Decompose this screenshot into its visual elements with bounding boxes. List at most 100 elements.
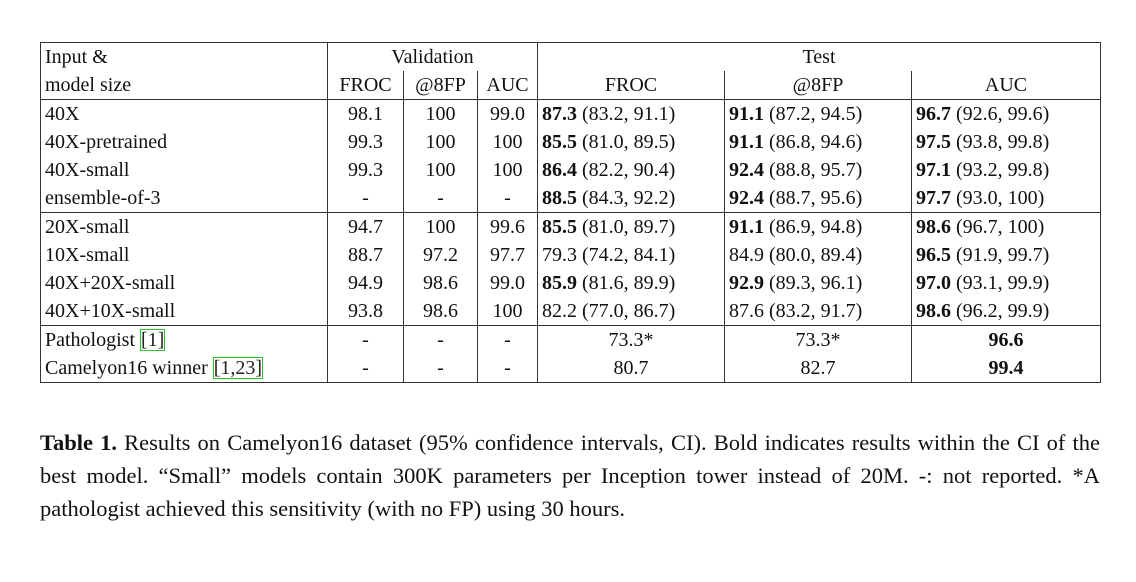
validation-cell: 98.1	[327, 99, 404, 128]
citation[interactable]: [1]	[140, 329, 166, 351]
table-body: Input & Validation Test model size FROC @8FP A…	[40, 42, 1101, 383]
subheader-cell: FROC	[327, 71, 404, 100]
test-value: 79.3	[542, 244, 577, 266]
test-value: 87.3	[542, 103, 577, 125]
validation-cell: 98.6	[403, 297, 478, 326]
test-cell: 88.5 (84.3, 92.2)	[537, 184, 725, 213]
subheader-cell: FROC	[537, 71, 725, 100]
test-cell: 73.3*	[724, 325, 912, 354]
test-value: 85.5	[542, 216, 577, 238]
test-value: 88.5	[542, 187, 577, 209]
validation-cell: 99.3	[327, 156, 404, 184]
subheader-cell: AUC	[477, 71, 538, 100]
test-value: 87.6	[729, 300, 764, 322]
citation[interactable]: [1,23]	[212, 357, 264, 379]
confidence-interval: (89.3, 96.1)	[769, 272, 863, 294]
test-cell: 98.6 (96.7, 100)	[911, 212, 1101, 241]
data-row: 40X+20X-small 94.9 98.6 99.0 85.9 (81.6, 89.…	[40, 269, 1101, 297]
test-cell: 92.9 (89.3, 96.1)	[724, 269, 912, 297]
test-value: 91.1	[729, 103, 764, 125]
model-name: 10X-small	[45, 244, 130, 266]
test-value: 73.3*	[608, 329, 654, 351]
confidence-interval: (93.2, 99.8)	[956, 159, 1050, 181]
caption: Table 1. Results on Camelyon16 dataset (…	[40, 426, 1100, 525]
validation-cell: -	[477, 354, 538, 383]
test-cell: 73.3*	[537, 325, 725, 354]
test-value: 92.4	[729, 187, 764, 209]
test-cell: 96.7 (92.6, 99.6)	[911, 99, 1101, 128]
test-value: 92.9	[729, 272, 764, 294]
test-value: 98.6	[916, 216, 951, 238]
test-cell: 80.7	[537, 354, 725, 383]
test-value: 98.6	[916, 300, 951, 322]
confidence-interval: (81.0, 89.5)	[582, 131, 676, 153]
confidence-interval: (81.6, 89.9)	[582, 272, 676, 294]
test-cell: 97.7 (93.0, 100)	[912, 184, 1101, 213]
validation-cell: -	[403, 325, 478, 354]
test-value: 97.5	[916, 131, 951, 153]
header-cell: Validation	[327, 42, 538, 71]
test-value: 85.9	[542, 272, 577, 294]
test-cell: 97.5 (93.8, 99.8)	[912, 128, 1101, 156]
validation-cell: -	[327, 184, 404, 213]
validation-cell: 93.8	[327, 297, 404, 326]
test-value: 80.7	[613, 357, 649, 379]
test-cell: 87.6 (83.2, 91.7)	[724, 297, 912, 326]
validation-cell: 99.3	[327, 128, 404, 156]
validation-cell: 94.7	[327, 212, 404, 241]
confidence-interval: (88.7, 95.6)	[769, 187, 863, 209]
test-cell: 86.4 (82.2, 90.4)	[537, 156, 725, 184]
model-name: 40X+20X-small	[45, 272, 176, 294]
test-value: 97.1	[916, 159, 951, 181]
model-name: 40X	[45, 103, 80, 125]
test-cell: 98.6 (96.2, 99.9)	[912, 297, 1101, 326]
test-value: 91.1	[729, 131, 764, 153]
test-cell: 91.1 (87.2, 94.5)	[724, 99, 912, 128]
row-label: Camelyon16 winner [1,23]	[40, 354, 328, 383]
test-cell: 82.7	[724, 354, 912, 383]
test-value: 99.4	[988, 357, 1024, 379]
confidence-interval: (74.2, 84.1)	[582, 244, 676, 266]
test-cell: 79.3 (74.2, 84.1)	[537, 241, 725, 269]
validation-cell: 99.6	[477, 212, 538, 241]
validation-cell: 99.0	[477, 269, 538, 297]
confidence-interval: (86.8, 94.6)	[769, 131, 863, 153]
test-cell: 99.4	[912, 354, 1101, 383]
validation-cell: 100	[477, 156, 538, 184]
data-row: Camelyon16 winner [1,23] - - -80.7 82.7 99.4	[40, 354, 1101, 383]
test-value: 84.9	[729, 244, 764, 266]
confidence-interval: (93.0, 100)	[956, 187, 1045, 209]
test-cell: 82.2 (77.0, 86.7)	[537, 297, 725, 326]
test-cell: 92.4 (88.8, 95.7)	[724, 156, 912, 184]
validation-cell: 100	[403, 212, 478, 241]
data-row: Pathologist [1] - - -73.3* 73.3* 96.6	[40, 325, 1101, 354]
model-name: 40X-small	[45, 159, 130, 181]
validation-cell: -	[327, 325, 404, 354]
validation-cell: 98.6	[403, 269, 478, 297]
confidence-interval: (80.0, 89.4)	[769, 244, 863, 266]
test-cell: 97.0 (93.1, 99.9)	[912, 269, 1101, 297]
caption-label: Table 1.	[40, 430, 117, 455]
model-name: ensemble-of-3	[45, 187, 161, 209]
header-cell: model size	[40, 71, 328, 100]
test-value: 82.2	[542, 300, 577, 322]
test-cell: 84.9 (80.0, 89.4)	[724, 241, 912, 269]
subheader-cell: @8FP	[403, 71, 478, 100]
test-value: 86.4	[542, 159, 577, 181]
data-row: 40X 98.1 100 99.0 87.3 (83.2, 91.1) 91.1 (87.…	[40, 99, 1101, 128]
confidence-interval: (87.2, 94.5)	[769, 103, 863, 125]
confidence-interval: (82.2, 90.4)	[582, 159, 676, 181]
test-value: 85.5	[542, 131, 577, 153]
confidence-interval: (88.8, 95.7)	[769, 159, 863, 181]
caption-text: Results on Camelyon16 dataset (95% confi…	[40, 430, 1101, 521]
validation-cell: 100	[477, 297, 538, 326]
header-cell: Test	[802, 46, 836, 68]
test-value: 96.5	[916, 244, 951, 266]
test-cell: 97.1 (93.2, 99.8)	[912, 156, 1101, 184]
test-cell: 96.5 (91.9, 99.7)	[912, 241, 1101, 269]
row-label: Pathologist [1]	[40, 325, 328, 354]
results-table: Input & Validation Test model size FROC @8FP A…	[40, 42, 1101, 383]
model-name: Camelyon16 winner	[45, 357, 208, 379]
test-cell: 85.5 (81.0, 89.5)	[537, 128, 725, 156]
